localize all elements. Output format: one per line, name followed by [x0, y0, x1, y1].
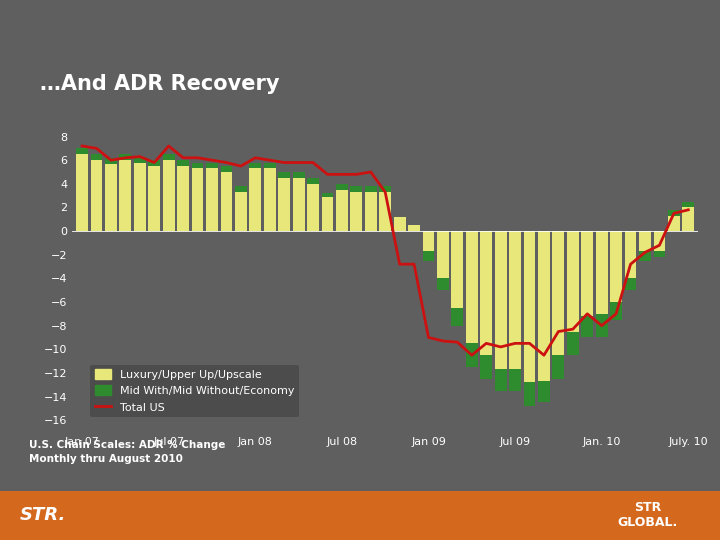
Bar: [437, 231, 449, 290]
Bar: [538, 231, 550, 402]
Bar: [76, 148, 88, 231]
Bar: [91, 154, 102, 160]
Bar: [365, 186, 377, 192]
Bar: [437, 278, 449, 290]
Bar: [523, 231, 536, 406]
Bar: [249, 163, 261, 168]
Bar: [192, 163, 204, 168]
Text: STR
GLOBAL.: STR GLOBAL.: [618, 501, 678, 529]
Bar: [509, 369, 521, 390]
Text: STR.: STR.: [20, 506, 66, 524]
Bar: [611, 231, 622, 320]
Bar: [683, 201, 694, 231]
Bar: [379, 186, 391, 231]
Bar: [668, 210, 680, 215]
Bar: [177, 160, 189, 231]
Bar: [552, 231, 564, 379]
Bar: [163, 154, 175, 160]
Bar: [235, 186, 247, 192]
Bar: [365, 186, 377, 231]
Bar: [581, 316, 593, 338]
Text: …And ADR Recovery: …And ADR Recovery: [40, 75, 279, 94]
Bar: [581, 231, 593, 338]
Bar: [120, 154, 131, 160]
Bar: [595, 231, 608, 338]
Bar: [495, 231, 507, 390]
Bar: [192, 163, 204, 231]
Bar: [639, 231, 651, 261]
Bar: [351, 186, 362, 192]
Bar: [120, 154, 131, 231]
Legend: Luxury/Upper Up/Upscale, Mid With/Mid Without/Economy, Total US: Luxury/Upper Up/Upscale, Mid With/Mid Wi…: [90, 364, 299, 417]
Bar: [264, 163, 276, 168]
Bar: [322, 193, 333, 231]
Bar: [625, 231, 636, 290]
Bar: [595, 314, 608, 338]
Bar: [293, 172, 305, 231]
Bar: [351, 186, 362, 231]
Bar: [567, 332, 579, 355]
Bar: [264, 163, 276, 231]
Bar: [567, 231, 579, 355]
Bar: [148, 160, 160, 231]
Bar: [177, 160, 189, 166]
Bar: [379, 186, 391, 192]
Bar: [466, 231, 477, 367]
Bar: [91, 154, 102, 231]
Bar: [611, 302, 622, 320]
Bar: [105, 158, 117, 164]
Bar: [466, 343, 477, 367]
Bar: [668, 210, 680, 231]
Bar: [654, 231, 665, 257]
Bar: [322, 193, 333, 197]
Bar: [163, 154, 175, 231]
Bar: [683, 201, 694, 207]
Bar: [552, 355, 564, 379]
Bar: [220, 166, 233, 231]
Bar: [278, 172, 290, 231]
Bar: [235, 186, 247, 231]
Bar: [206, 163, 218, 231]
Bar: [336, 184, 348, 190]
Bar: [307, 178, 319, 184]
Bar: [480, 231, 492, 379]
Bar: [249, 163, 261, 231]
Bar: [206, 163, 218, 168]
Bar: [278, 172, 290, 178]
Bar: [538, 381, 550, 402]
Bar: [639, 251, 651, 261]
Bar: [451, 308, 463, 326]
Bar: [408, 225, 420, 231]
Bar: [495, 369, 507, 390]
Bar: [394, 217, 405, 231]
Bar: [220, 166, 233, 172]
Bar: [336, 184, 348, 231]
Bar: [76, 148, 88, 154]
Bar: [134, 157, 145, 163]
Bar: [480, 355, 492, 379]
Bar: [509, 231, 521, 390]
Text: U.S. Chain Scales: ADR % Change
Monthly thru August 2010: U.S. Chain Scales: ADR % Change Monthly …: [29, 440, 225, 464]
Bar: [451, 231, 463, 326]
Bar: [105, 158, 117, 231]
Bar: [423, 251, 434, 261]
Bar: [134, 157, 145, 231]
Bar: [293, 172, 305, 178]
Bar: [148, 160, 160, 166]
Bar: [625, 278, 636, 290]
Bar: [523, 382, 536, 406]
Bar: [307, 178, 319, 231]
Bar: [654, 251, 665, 257]
Bar: [423, 231, 434, 261]
